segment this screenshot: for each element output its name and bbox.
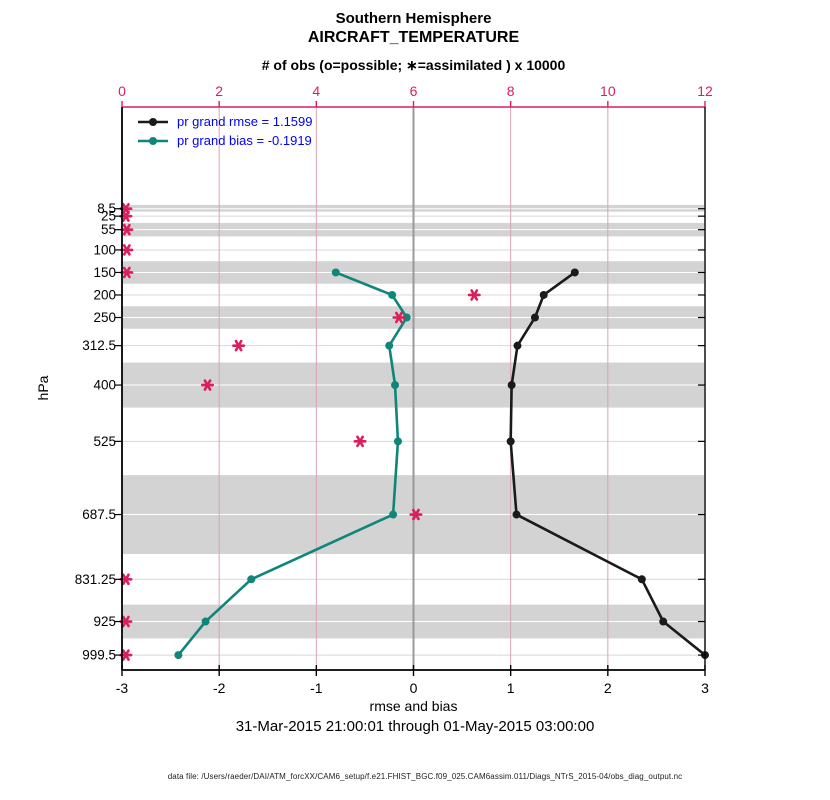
obs-count-marker	[234, 339, 243, 352]
bias-marker	[388, 290, 397, 299]
y-tick-label: 8.5	[97, 201, 116, 216]
obs-count-marker	[356, 435, 364, 448]
rmse-marker	[637, 575, 646, 584]
y-tick-label: 400	[93, 378, 116, 393]
top-tick-label: 2	[215, 83, 223, 99]
y-tick-label: 831.25	[75, 572, 116, 587]
rmse-line	[509, 271, 706, 657]
bias-marker	[331, 268, 340, 277]
y-tick-label: 55	[101, 222, 116, 237]
bias-marker	[201, 617, 210, 626]
plot-subtitle: AIRCRAFT_TEMPERATURE	[307, 29, 520, 46]
top-tick-label: 0	[118, 83, 126, 99]
y-axis-unit-label: hPa	[35, 375, 51, 401]
bias-marker	[247, 575, 256, 584]
top-tick-label: 10	[600, 83, 616, 99]
rmse-marker	[659, 617, 668, 626]
x-tick-label: 3	[701, 680, 709, 696]
plot-title: Southern Hemisphere	[335, 10, 492, 27]
obs-count-marker	[122, 223, 131, 236]
rmse-line-marker-icon	[138, 117, 168, 126]
y-tick-label: 25	[101, 209, 116, 224]
top-axis-label: # of obs (o=possible; ∗=assimilated ) x …	[261, 57, 566, 73]
bias-marker	[391, 381, 400, 390]
bias-line	[177, 271, 408, 656]
bias-line-marker-icon	[138, 136, 168, 145]
obs-count-marker	[122, 266, 131, 279]
y-tick-label: 312.5	[82, 338, 116, 353]
legend-label-bias: pr grand bias = -0.1919	[177, 133, 312, 148]
obs-count-marker	[203, 379, 212, 391]
timespan-label: 31-Mar-2015 21:00:01 through 01-May-2015…	[235, 718, 595, 735]
legend: pr grand rmse = 1.1599 pr grand bias = -…	[137, 112, 313, 150]
x-tick-label: -2	[213, 680, 226, 696]
legend-label-rmse: pr grand rmse = 1.1599	[177, 114, 313, 129]
obs-count-marker	[122, 244, 131, 256]
obs-count-marker	[412, 508, 420, 521]
bias-marker	[402, 313, 411, 322]
rmse-marker	[530, 313, 539, 322]
x-tick-label: -3	[116, 680, 129, 696]
y-tick-label: 525	[93, 434, 116, 449]
obs-count-marker	[121, 573, 130, 586]
rmse-marker	[539, 290, 548, 299]
obs-count-marker	[121, 615, 130, 628]
bias-marker	[385, 341, 394, 350]
rmse-marker	[507, 381, 516, 390]
y-tick-label: 150	[93, 265, 116, 280]
obs-count-marker	[395, 311, 403, 324]
y-tick-label: 100	[93, 242, 116, 257]
rmse-marker	[513, 341, 522, 350]
top-tick-label: 4	[312, 83, 320, 99]
bias-marker	[174, 651, 183, 660]
y-tick-label: 925	[93, 614, 116, 629]
datafile-label: data file: /Users/raeder/DAI/ATM_forcXX/…	[167, 772, 683, 781]
rmse-marker	[512, 510, 521, 519]
x-tick-label: 1	[507, 680, 515, 696]
bias-marker	[389, 510, 398, 519]
bias-marker	[393, 437, 402, 446]
x-tick-label: 2	[604, 680, 612, 696]
x-tick-label: -1	[310, 680, 323, 696]
obs-count-marker	[121, 210, 130, 222]
top-tick-label: 6	[410, 83, 418, 99]
obs-count-marker	[121, 649, 130, 661]
y-tick-label: 250	[93, 310, 116, 325]
x-axis-label: rmse and bias	[369, 698, 458, 714]
y-tick-label: 200	[93, 287, 116, 302]
rmse-marker	[506, 437, 515, 446]
obs-count-marker	[470, 289, 479, 301]
y-tick-label: 687.5	[82, 507, 116, 522]
x-tick-label: 0	[410, 680, 418, 696]
rmse-marker	[570, 268, 579, 277]
y-tick-label: 999.5	[82, 648, 116, 663]
top-tick-label: 8	[507, 83, 515, 99]
legend-item-bias: pr grand bias = -0.1919	[137, 131, 313, 150]
top-tick-label: 12	[697, 83, 713, 99]
legend-item-rmse: pr grand rmse = 1.1599	[137, 112, 313, 131]
